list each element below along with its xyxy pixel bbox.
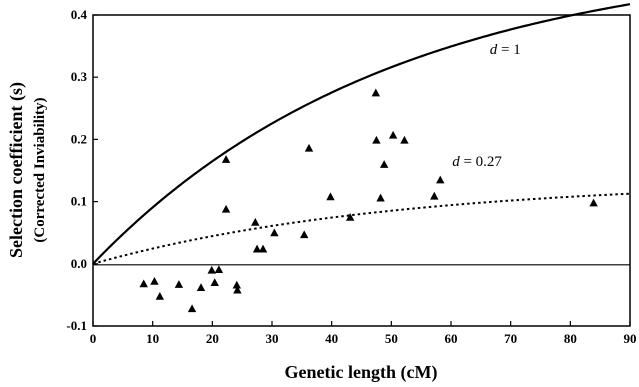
data-point: [305, 144, 313, 152]
data-point: [436, 176, 444, 184]
y-tick-label: 0.0: [71, 256, 87, 271]
data-point: [156, 292, 164, 300]
x-tick-label: 50: [385, 331, 398, 346]
curve-labels: d = 1 d = 0.27: [452, 42, 521, 170]
data-point: [259, 245, 267, 253]
x-tick-label: 80: [564, 331, 577, 346]
x-tick-label: 10: [146, 331, 159, 346]
data-point: [188, 304, 196, 312]
data-point: [208, 266, 216, 274]
data-point: [589, 199, 597, 207]
curve-d-027: [93, 194, 630, 264]
x-tick-label: 30: [266, 331, 279, 346]
y-axis-title: Selection coefficient (s): [6, 82, 27, 258]
data-point: [430, 192, 438, 200]
x-tick-label: 20: [206, 331, 219, 346]
data-point: [380, 160, 388, 168]
curve-label-value: = 1: [497, 42, 520, 58]
data-point: [215, 265, 223, 273]
data-point: [175, 280, 183, 288]
y-tick-label: 0.3: [71, 69, 88, 84]
data-point: [150, 277, 158, 285]
x-axis-title: Genetic length (cM): [285, 362, 438, 383]
data-point: [372, 136, 380, 144]
data-points: [140, 89, 598, 313]
x-tick-label: 40: [325, 331, 338, 346]
data-point: [222, 205, 230, 213]
data-point: [300, 230, 308, 238]
data-point: [372, 89, 380, 97]
curve-d-1: [93, 4, 630, 264]
plot-frame: [93, 15, 630, 326]
data-point: [251, 218, 259, 226]
data-point: [222, 155, 230, 163]
x-tick-label: 90: [624, 331, 637, 346]
data-point: [211, 278, 219, 286]
data-point: [400, 136, 408, 144]
x-tick-label: 0: [90, 331, 97, 346]
data-point: [140, 280, 148, 288]
y-tick-label: 0.2: [71, 131, 87, 146]
data-point: [376, 194, 384, 202]
x-tick-label: 60: [445, 331, 458, 346]
y-axis-subtitle: (Corrected Inviability): [32, 97, 48, 242]
data-point: [197, 283, 205, 291]
y-tick-label: -0.1: [66, 318, 87, 333]
data-point: [389, 131, 397, 139]
curve-label: d = 1: [490, 42, 521, 58]
data-point: [270, 229, 278, 237]
data-point: [326, 192, 334, 200]
model-curves: [93, 4, 630, 264]
curve-label: d = 0.27: [452, 154, 502, 170]
y-tick-label: 0.4: [71, 7, 88, 22]
x-axis-ticks: 0 10 20 30 40 50 60 70 80 90: [90, 321, 637, 346]
y-tick-label: 0.1: [71, 194, 87, 209]
curve-label-value: = 0.27: [460, 154, 503, 170]
x-tick-label: 70: [504, 331, 517, 346]
